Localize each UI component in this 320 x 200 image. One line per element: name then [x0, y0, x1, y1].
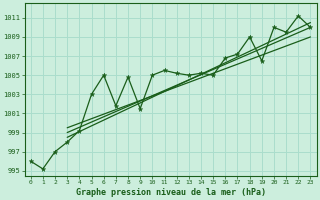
X-axis label: Graphe pression niveau de la mer (hPa): Graphe pression niveau de la mer (hPa): [76, 188, 266, 197]
